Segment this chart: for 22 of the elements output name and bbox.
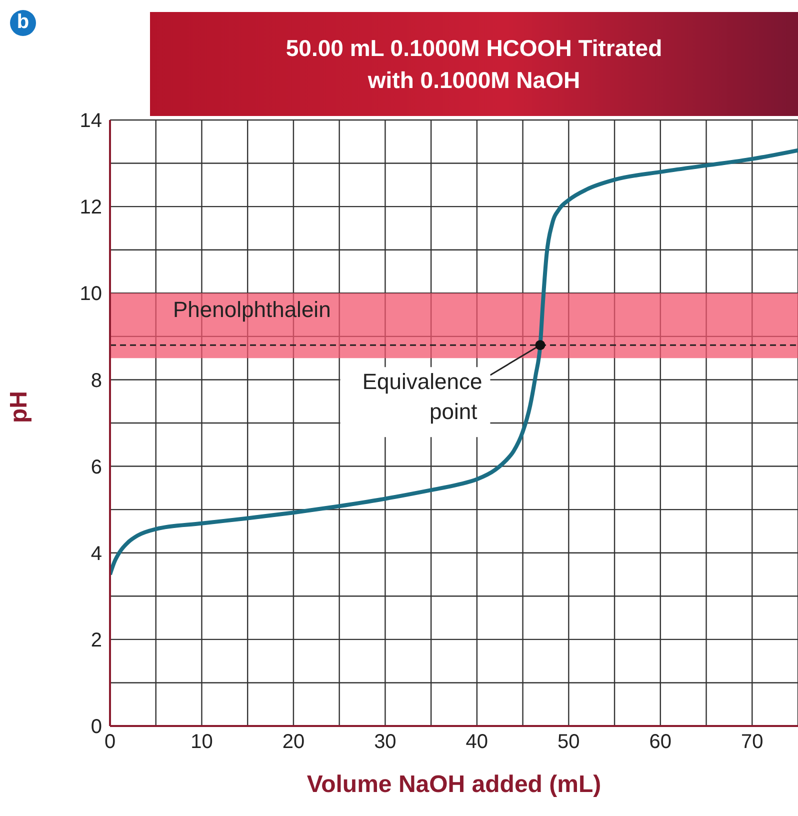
annotation: Equivalence point: [362, 369, 482, 424]
chart-title: 50.00 mL 0.1000M HCOOH Titrated with 0.1000M NaOH: [150, 12, 798, 116]
y-tick-label: 10: [80, 283, 102, 306]
x-tick-label: 10: [190, 731, 213, 754]
x-tick-label: 40: [466, 731, 488, 754]
y-tick-label: 4: [90, 542, 102, 565]
line-series: [110, 148, 798, 576]
x-tick-label: 60: [649, 731, 672, 754]
y-tick-label: 8: [90, 370, 102, 392]
y-tick-label: 0: [90, 716, 102, 738]
x-tick-label: 50: [558, 731, 580, 754]
y-tick-label: 12: [80, 196, 102, 219]
y-axis-title: pH: [6, 391, 33, 423]
y-tick-label: 6: [90, 456, 102, 478]
y-tick-label: 14: [80, 110, 102, 132]
x-tick-label: 20: [282, 731, 305, 754]
y-tick-label: 2: [90, 630, 102, 652]
x-tick-label: 30: [374, 731, 396, 754]
x-axis-title: Volume NaOH added (mL): [306, 771, 602, 798]
x-tick-label: 70: [741, 731, 764, 754]
band-label: Phenolphthalein: [173, 296, 331, 322]
text: b: [10, 10, 36, 36]
